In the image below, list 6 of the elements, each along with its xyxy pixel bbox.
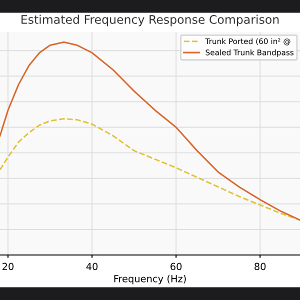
- x-tick-label: 80: [254, 262, 266, 270]
- x-tick-label: 40: [86, 262, 98, 270]
- x-tick-label: 20: [2, 262, 14, 270]
- x-tick-label: 60: [170, 262, 182, 270]
- chart-title: Estimated Frequency Response Comparison: [22, 14, 279, 26]
- x-axis-title: Frequency (Hz): [114, 274, 186, 284]
